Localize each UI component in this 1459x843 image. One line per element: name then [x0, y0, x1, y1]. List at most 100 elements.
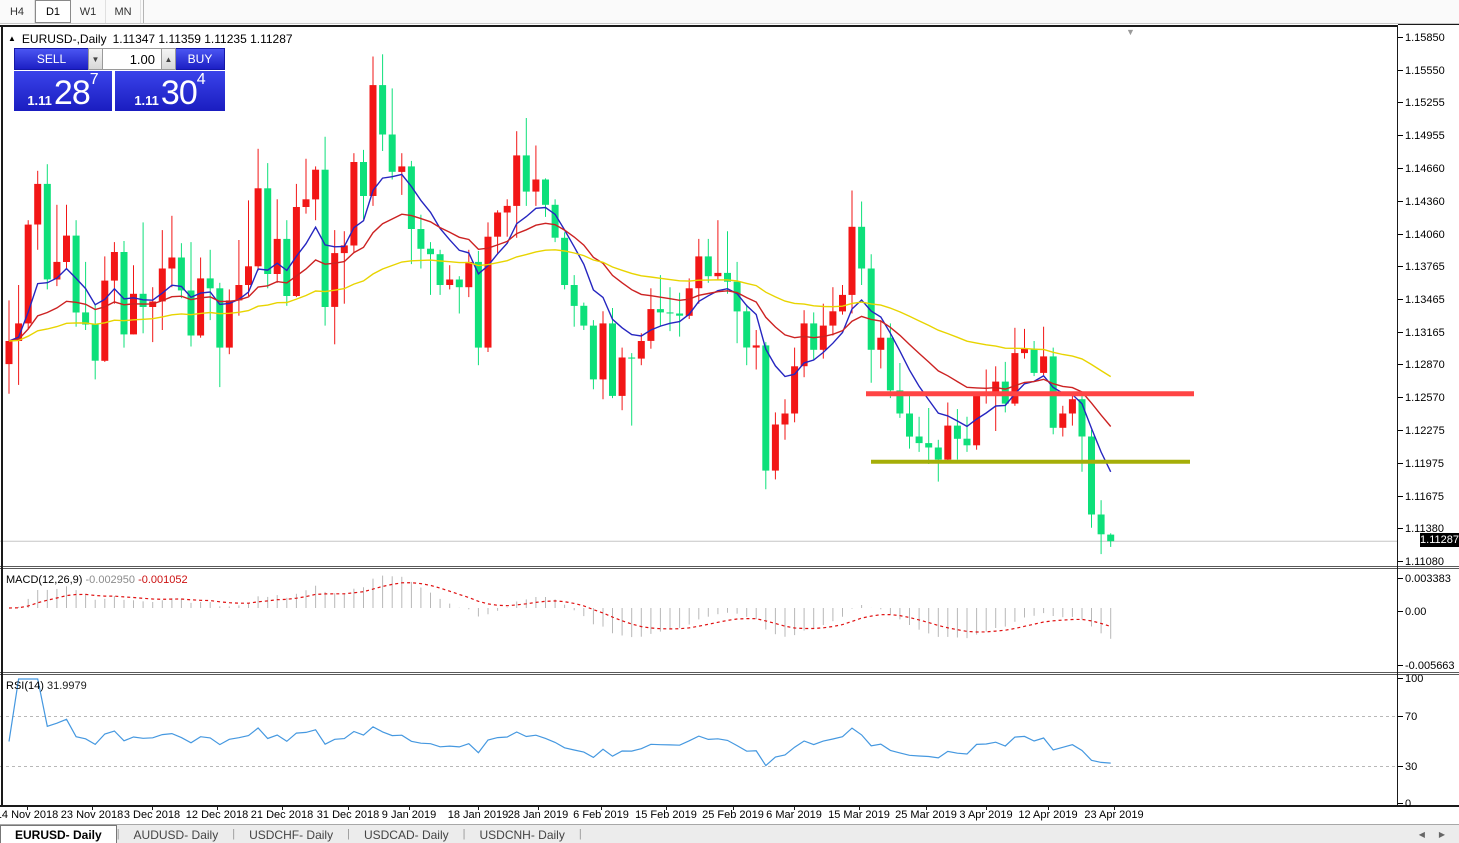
candle — [953, 409, 961, 460]
date-axis-label: 6 Mar 2019 — [766, 809, 822, 821]
date-axis-label: 23 Nov 2018 — [60, 809, 124, 821]
candle — [532, 145, 540, 206]
symbol-tab-usdchf[interactable]: USDCHF- Daily — [249, 827, 334, 842]
candle — [254, 148, 262, 271]
moving-average-line-8 — [8, 173, 1112, 473]
macd-axis-label: 0.003383 — [1398, 573, 1451, 585]
candle — [858, 201, 866, 285]
symbol-period-label: EURUSD-,Daily — [21, 32, 107, 46]
collapse-chart-icon[interactable]: ▲ — [8, 34, 16, 43]
timeframe-button-w1[interactable]: W1 — [71, 0, 106, 23]
price-axis-label: 1.13465 — [1398, 294, 1445, 306]
candle — [177, 243, 185, 299]
price-chart-canvas[interactable] — [0, 25, 1397, 568]
candle — [110, 242, 118, 304]
candle — [915, 416, 923, 452]
rsi-axis-label: 30 — [1397, 761, 1418, 773]
date-axis-label: 15 Feb 2019 — [635, 809, 697, 821]
price-axis-label: 1.15255 — [1398, 97, 1445, 109]
date-tick — [1048, 806, 1049, 810]
price-axis[interactable]: 1.15850 1.15550 1.15255 1.14955 1.14660 1.143… — [1398, 25, 1459, 568]
candle — [168, 215, 176, 288]
panel-splitter[interactable] — [0, 566, 1459, 569]
candle — [1040, 326, 1048, 375]
candle — [417, 214, 425, 269]
candle — [369, 56, 377, 206]
candle — [34, 170, 42, 250]
date-tick — [282, 806, 283, 810]
candle — [896, 363, 904, 418]
candle — [752, 330, 760, 370]
date-tick — [217, 806, 218, 810]
volume-input[interactable] — [103, 48, 161, 70]
candle — [283, 220, 291, 306]
sell-price-digits: 28 — [53, 74, 91, 112]
date-tick — [152, 806, 153, 810]
symbol-tab-usdcnh[interactable]: USDCNH- Daily — [479, 827, 565, 842]
buy-button[interactable]: BUY — [176, 48, 225, 70]
candle — [216, 282, 224, 388]
date-axis-label: 12 Apr 2019 — [1018, 809, 1078, 821]
candle — [302, 158, 310, 214]
candle — [609, 308, 616, 399]
symbol-tab-eurusd[interactable]: EURUSD- Daily — [0, 825, 117, 843]
candle — [139, 222, 147, 334]
candle — [1021, 328, 1028, 359]
candle — [542, 178, 549, 217]
sell-price-button[interactable]: 1.11 28 7 — [14, 71, 112, 111]
tab-separator: | — [462, 828, 466, 840]
rsi-line — [8, 678, 1111, 767]
chart-left-border — [1, 25, 3, 806]
date-tick — [859, 806, 860, 810]
candle — [72, 220, 80, 327]
chart-title: ▲ EURUSD-,Daily 1.11347 1.11359 1.11235 … — [8, 32, 293, 46]
symbol-tab-audusd[interactable]: AUDUSD- Daily — [133, 827, 219, 842]
tab-scroll-right-icon[interactable]: ▶ — [1438, 829, 1445, 839]
macd-main-value: -0.002950 — [85, 574, 136, 586]
rsi-axis[interactable]: 100 70 30 0 — [1397, 673, 1459, 810]
ohlc-values: 1.11347 1.11359 1.11235 1.11287 — [112, 32, 293, 46]
candle — [944, 402, 952, 463]
candle — [1068, 393, 1076, 426]
price-axis-label: 1.12275 — [1398, 425, 1445, 437]
candle — [925, 408, 933, 464]
rsi-value: 31.9979 — [46, 680, 87, 692]
candle — [743, 304, 751, 366]
buy-price-button[interactable]: 1.11 30 4 — [115, 71, 225, 111]
date-axis-label: 31 Dec 2018 — [316, 809, 380, 821]
candle — [867, 254, 875, 383]
candle — [724, 231, 731, 294]
candlestick-svg — [0, 54, 1397, 555]
rsi-indicator-canvas[interactable] — [0, 677, 1397, 805]
macd-axis[interactable]: 0.003383 0.00 -0.005663 — [1397, 571, 1459, 672]
symbol-tab-usdcad[interactable]: USDCAD- Daily — [363, 827, 449, 842]
timeframe-button-d1[interactable]: D1 — [35, 0, 71, 23]
sell-button[interactable]: SELL — [14, 48, 88, 70]
macd-axis-label: -0.005663 — [1398, 660, 1455, 672]
candle — [331, 230, 339, 345]
price-axis-label: 1.11675 — [1398, 491, 1444, 503]
volume-decrease-button[interactable]: ▼ — [88, 48, 103, 70]
candle — [273, 199, 281, 283]
macd-indicator-canvas[interactable] — [0, 571, 1397, 672]
date-axis-label: 15 Mar 2019 — [828, 809, 890, 821]
timeframe-toolbar: H4 D1 W1 MN — [0, 0, 1459, 24]
volume-increase-button[interactable]: ▲ — [161, 48, 176, 70]
price-axis-label: 1.12870 — [1398, 359, 1445, 371]
date-tick — [986, 806, 987, 810]
candle — [561, 232, 569, 290]
candle — [484, 222, 492, 352]
candle — [436, 249, 444, 295]
date-axis-label: 14 Nov 2018 — [0, 809, 59, 821]
candle — [43, 164, 51, 290]
panel-splitter[interactable] — [0, 672, 1459, 675]
chart-shift-marker-icon[interactable]: ▼ — [1126, 27, 1135, 37]
macd-svg — [8, 575, 1112, 639]
date-axis-label: 9 Jan 2019 — [381, 809, 437, 821]
tab-scroll-left-icon[interactable]: ◀ — [1418, 829, 1425, 839]
timeframe-button-mn[interactable]: MN — [106, 0, 141, 23]
date-axis-label: 3 Apr 2019 — [959, 809, 1013, 821]
timeframe-button-h4[interactable]: H4 — [0, 0, 35, 23]
candle — [264, 163, 272, 289]
date-axis[interactable]: 14 Nov 2018 23 Nov 2018 3 Dec 2018 12 Dec 2… — [0, 806, 1459, 824]
